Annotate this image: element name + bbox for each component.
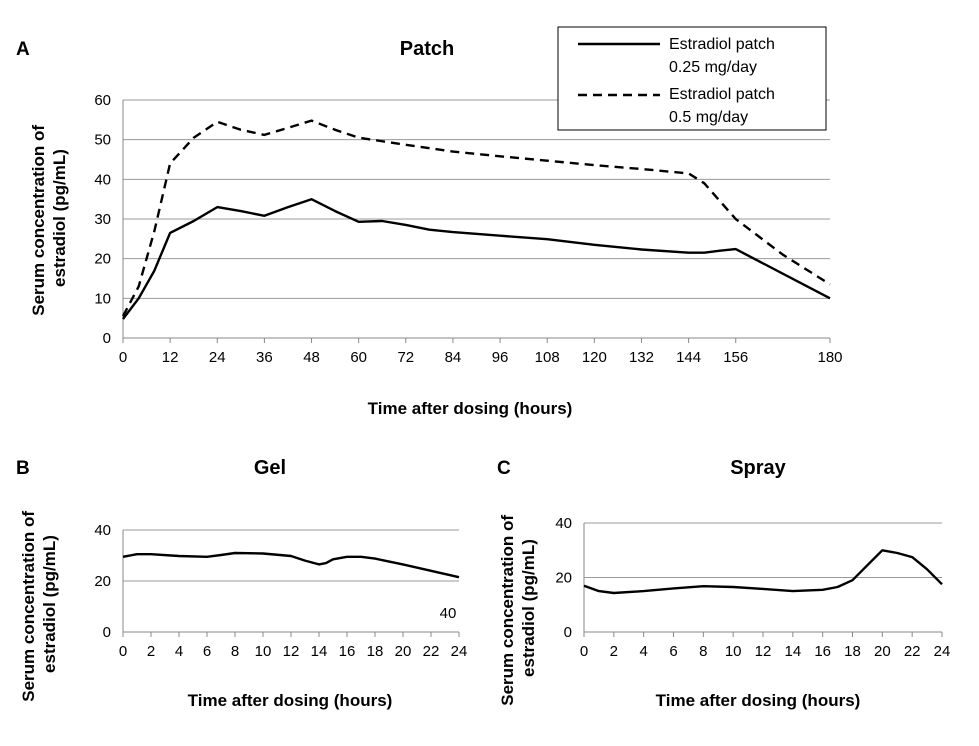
x-tick-label: 24 [451,643,468,660]
y-tick-label: 20 [555,570,572,587]
panel-a-title: Patch [400,38,454,60]
legend-label-0-25-mg-line2: 0.25 mg/day [669,59,757,76]
x-tick-label: 2 [147,643,155,660]
x-tick-label: 10 [725,643,742,660]
x-tick-label: 156 [723,349,748,366]
x-tick-label: 22 [423,643,440,660]
x-tick-label: 0 [580,643,588,660]
legend: Estradiol patch 0.25 mg/day Estradiol pa… [557,26,827,131]
panel-b-y-axis-title: Serum concentration of estradiol (pg/mL) [19,506,59,702]
x-tick-label: 8 [231,643,239,660]
panel-a-y-axis-title-line1: Serum concentration of [29,125,48,316]
series-line [583,549,943,595]
y-tick-label: 10 [94,290,111,307]
y-tick-label: 0 [564,624,572,641]
y-tick-label: 20 [94,573,111,590]
x-tick-label: 12 [162,349,179,366]
panel-b-annotation: 40 [440,605,457,622]
x-tick-label: 2 [610,643,618,660]
y-tick-label: 60 [94,92,111,109]
panel-c-x-axis-title: Time after dosing (hours) [656,691,861,710]
panel-a-plot: 0 10 20 30 40 50 60 0 12 24 36 48 60 72 84 96 108 120 132 1… [94,92,842,366]
x-tick-label: 16 [339,643,356,660]
series-line [121,119,831,317]
x-tick-label: 10 [255,643,272,660]
panel-b-letter: B [16,458,30,479]
y-tick-label: 30 [94,211,111,228]
x-tick-label: 0 [119,643,127,660]
x-tick-label: 144 [676,349,701,366]
x-tick-label: 12 [755,643,772,660]
x-tick-label: 16 [814,643,831,660]
panel-a-letter: A [16,39,30,60]
x-tick-label: 14 [784,643,801,660]
panel-c-title: Spray [730,457,786,479]
y-tick-label: 0 [103,624,111,641]
x-tick-label: 4 [175,643,183,660]
y-tick-label: 40 [555,515,572,532]
x-tick-label: 18 [367,643,384,660]
x-tick-label: 6 [669,643,677,660]
x-tick-label: 180 [817,349,842,366]
y-tick-label: 20 [94,251,111,268]
panel-b-y-axis-title-line1: Serum concentration of [19,511,38,702]
x-tick-label: 24 [209,349,226,366]
panel-a-y-axis-title: Serum concentration of estradiol (pg/mL) [29,120,69,316]
panel-c-letter: C [497,458,511,479]
x-tick-label: 60 [350,349,367,366]
y-tick-label: 50 [94,132,111,149]
x-tick-label: 6 [203,643,211,660]
x-tick-label: 84 [445,349,462,366]
x-tick-label: 22 [904,643,921,660]
x-tick-label: 14 [311,643,328,660]
x-tick-label: 18 [844,643,861,660]
x-tick-label: 0 [119,349,127,366]
panel-b-x-axis-title: Time after dosing (hours) [188,691,393,710]
x-tick-label: 132 [629,349,654,366]
y-tick-label: 40 [94,522,111,539]
panel-c-y-axis-title-line1: Serum concentration of [498,515,517,706]
legend-label-0-5-mg-line1: Estradiol patch [669,86,775,103]
x-tick-label: 20 [395,643,412,660]
legend-label-0-5-mg: Estradiol patch 0.5 mg/day [669,86,779,126]
legend-label-0-25-mg: Estradiol patch 0.25 mg/day [669,36,779,76]
y-tick-label: 0 [103,330,111,347]
panel-a-y-axis-title-line2: estradiol (pg/mL) [50,149,69,287]
x-tick-label: 20 [874,643,891,660]
panel-b-title: Gel [254,457,286,479]
x-tick-label: 12 [283,643,300,660]
x-tick-label: 96 [492,349,509,366]
series-line [122,551,460,579]
panel-c-y-axis-title-line2: estradiol (pg/mL) [519,539,538,677]
panel-c-y-axis-title: Serum concentration of estradiol (pg/mL) [498,510,538,706]
x-tick-label: 4 [639,643,647,660]
panel-a: A Patch 0 10 20 30 40 50 60 0 12 24 36 48 60 72 84 96 10… [16,26,843,418]
x-tick-label: 108 [535,349,560,366]
legend-label-0-25-mg-line1: Estradiol patch [669,36,775,53]
x-tick-label: 120 [582,349,607,366]
x-tick-label: 72 [397,349,414,366]
x-tick-label: 24 [934,643,951,660]
legend-label-0-5-mg-line2: 0.5 mg/day [669,109,748,126]
panel-a-x-axis-title: Time after dosing (hours) [368,399,573,418]
panel-b-y-axis-title-line2: estradiol (pg/mL) [40,535,59,673]
x-tick-label: 48 [303,349,320,366]
x-tick-label: 36 [256,349,273,366]
series-line [122,198,831,320]
y-tick-label: 40 [94,171,111,188]
x-tick-label: 8 [699,643,707,660]
